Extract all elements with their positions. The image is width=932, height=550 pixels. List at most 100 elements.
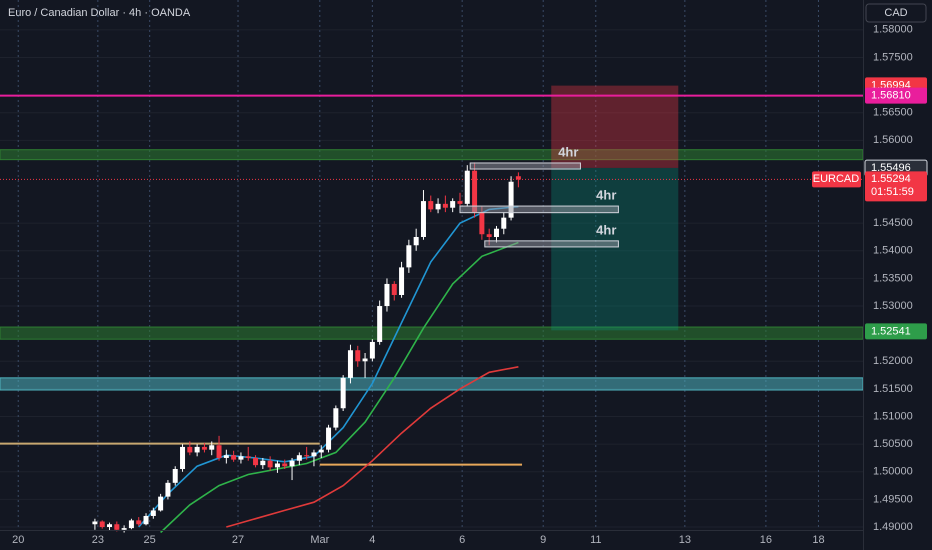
x-tick-label: 20 (12, 534, 24, 546)
y-tick-label: 1.54500 (873, 217, 913, 229)
candle-body (348, 350, 353, 378)
zone-box (485, 241, 619, 247)
candle-body (421, 201, 426, 237)
y-tick-label: 1.49000 (873, 521, 913, 533)
y-tick-label: 1.51000 (873, 410, 913, 422)
candle-body (457, 201, 462, 204)
candle-body (260, 461, 265, 465)
candle-body (443, 204, 448, 208)
x-tick-label: 23 (92, 534, 104, 546)
candle-body (209, 445, 214, 449)
candle-body (311, 452, 316, 456)
candle-body (304, 455, 309, 456)
candle-body (399, 267, 404, 295)
y-tick-label: 1.56500 (873, 107, 913, 119)
candle-body (450, 201, 455, 208)
candle-body (92, 521, 97, 524)
candle-body (377, 306, 382, 342)
y-tick-label: 1.52000 (873, 355, 913, 367)
y-tick-label: 1.49500 (873, 493, 913, 505)
zone (0, 327, 863, 339)
price-tag-label: 1.52541 (871, 325, 911, 337)
candle-body (107, 524, 112, 527)
candle-body (290, 461, 295, 467)
candle-body (144, 516, 149, 524)
price-tag-label: 1.56810 (871, 89, 911, 101)
zone (0, 378, 863, 390)
x-tick-label: 16 (760, 534, 772, 546)
x-tick-label: 11 (590, 534, 601, 546)
candle-body (363, 359, 368, 362)
y-tick-label: 1.50500 (873, 438, 913, 450)
candle-body (217, 445, 222, 458)
x-tick-label: 18 (812, 534, 824, 546)
candle-body (319, 450, 324, 453)
candle-body (195, 447, 200, 453)
candle-body (100, 521, 105, 527)
candle-body (501, 218, 506, 229)
y-tick-label: 1.56000 (873, 134, 913, 146)
candle-body (428, 201, 433, 209)
y-tick-label: 1.51500 (873, 383, 913, 395)
zone-box (470, 163, 580, 169)
candle-body (136, 520, 141, 524)
candle-body (479, 212, 484, 234)
x-tick-label: Mar (310, 534, 329, 546)
candle-body (465, 171, 470, 204)
candle-body (187, 447, 192, 453)
candle-body (202, 447, 207, 450)
countdown: 01:51:59 (871, 186, 914, 198)
x-tick-label: 27 (232, 534, 244, 546)
y-tick-label: 1.50000 (873, 466, 913, 478)
candle-body (268, 461, 273, 468)
candle-body (326, 428, 331, 450)
candle-body (231, 455, 236, 459)
box-label: 4hr (596, 187, 616, 202)
currency-label[interactable]: CAD (884, 7, 907, 19)
candle-body (165, 483, 170, 497)
candle-body (114, 524, 119, 530)
x-tick-label: 25 (144, 534, 156, 546)
x-tick-label: 9 (540, 534, 546, 546)
candle-body (275, 463, 280, 467)
last-price-label: 1.55294 (871, 173, 911, 185)
candle-body (173, 469, 178, 483)
candle-body (297, 455, 302, 461)
candle-body (238, 456, 243, 459)
box-label: 4hr (596, 222, 616, 237)
candle-body (253, 458, 258, 465)
x-tick-label: 13 (679, 534, 691, 546)
candle-body (282, 463, 287, 466)
x-tick-label: 6 (459, 534, 465, 546)
candle-body (494, 229, 499, 237)
zone-box (460, 206, 618, 213)
candle-body (436, 204, 441, 210)
candle-body (406, 245, 411, 267)
candle-body (158, 497, 163, 511)
candle-body (180, 447, 185, 469)
candle-body (487, 234, 492, 237)
candle-body (370, 342, 375, 359)
x-tick-label: 4 (369, 534, 375, 546)
candle-body (392, 284, 397, 295)
y-tick-label: 1.54000 (873, 245, 913, 257)
candle-body (355, 350, 360, 361)
candle-body (414, 237, 419, 245)
candle-body (122, 528, 127, 530)
symbol-title: Euro / Canadian Dollar · 4h · OANDA (8, 7, 191, 19)
zone (0, 150, 863, 160)
y-tick-label: 1.53500 (873, 272, 913, 284)
candle-body (151, 510, 156, 516)
candle-body (224, 455, 229, 458)
y-tick-label: 1.58000 (873, 24, 913, 36)
candle-body (246, 456, 251, 458)
y-tick-label: 1.53000 (873, 300, 913, 312)
candle-body (341, 378, 346, 408)
candle-body (516, 176, 521, 179)
candle-body (333, 408, 338, 427)
candle-body (384, 284, 389, 306)
candle-body (129, 520, 134, 528)
box-label: 4hr (558, 144, 578, 159)
